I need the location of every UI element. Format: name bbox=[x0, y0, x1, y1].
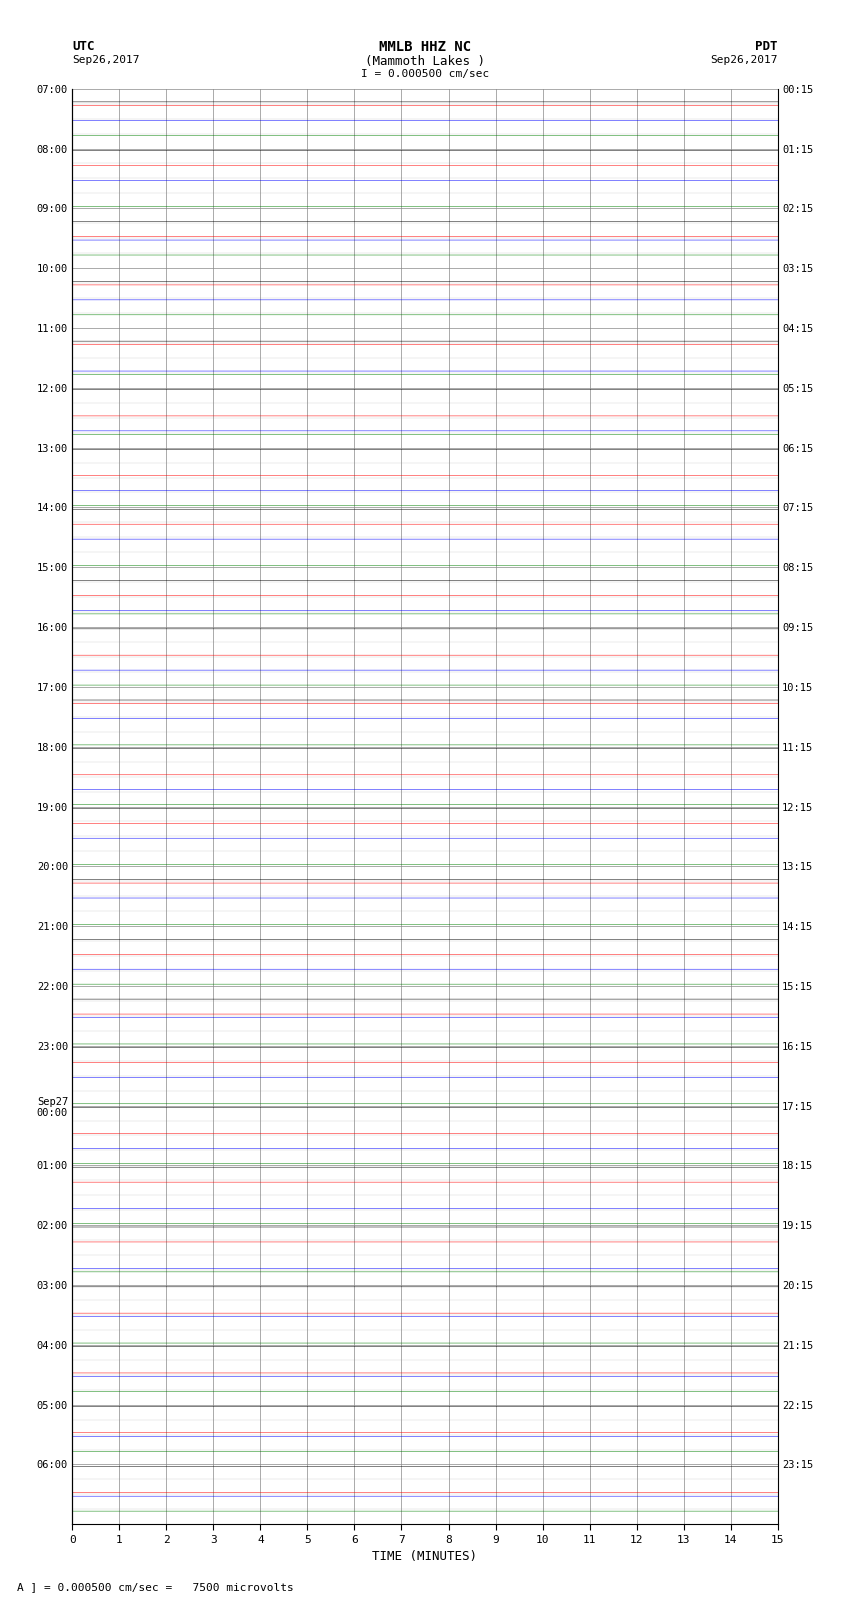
Text: MMLB HHZ NC: MMLB HHZ NC bbox=[379, 40, 471, 55]
Text: PDT: PDT bbox=[756, 40, 778, 53]
Text: I = 0.000500 cm/sec: I = 0.000500 cm/sec bbox=[361, 69, 489, 79]
Text: UTC: UTC bbox=[72, 40, 94, 53]
Text: (Mammoth Lakes ): (Mammoth Lakes ) bbox=[365, 55, 485, 68]
Text: A ] = 0.000500 cm/sec =   7500 microvolts: A ] = 0.000500 cm/sec = 7500 microvolts bbox=[17, 1582, 294, 1592]
X-axis label: TIME (MINUTES): TIME (MINUTES) bbox=[372, 1550, 478, 1563]
Text: Sep26,2017: Sep26,2017 bbox=[72, 55, 139, 65]
Text: Sep26,2017: Sep26,2017 bbox=[711, 55, 778, 65]
